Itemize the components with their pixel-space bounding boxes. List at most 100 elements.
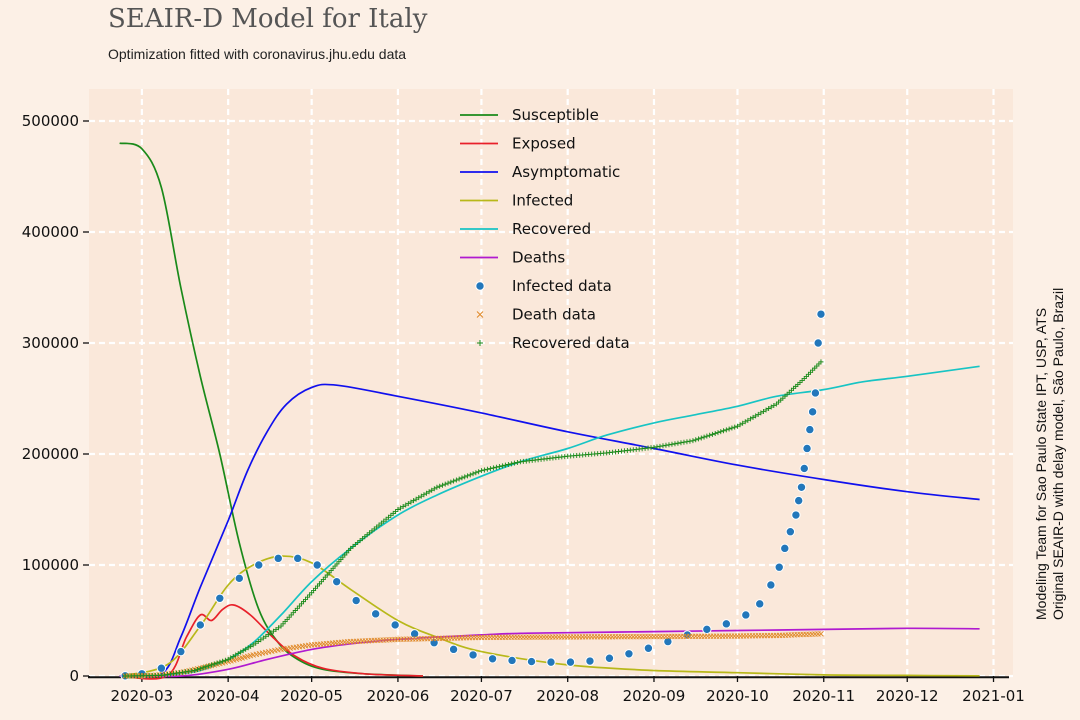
recovered-data-point: [465, 473, 471, 479]
y-tick-label: 100000: [22, 556, 79, 574]
recovered-data-point: [451, 478, 457, 484]
recovered-data-point: [398, 505, 404, 511]
recovered-data-point: [675, 440, 681, 446]
y-tick-label: 200000: [22, 445, 79, 463]
legend-swatch: [475, 281, 485, 291]
infected-data-point: [546, 657, 556, 667]
series-line-infected: [119, 555, 980, 677]
legend-item-infected-data: Infected data: [475, 277, 612, 295]
infected-data-point: [487, 654, 498, 664]
recovered-data-point: [690, 438, 696, 444]
series-deaths: [119, 627, 980, 678]
infected-data-point: [816, 309, 826, 319]
infected-data-point: [766, 580, 776, 590]
recovered-data-point: [416, 495, 422, 501]
series-line-asymptomatic: [119, 383, 980, 679]
x-axis-line: [88, 676, 1009, 679]
series-exposed: [119, 603, 424, 680]
infected-data-point: [370, 609, 381, 619]
series-line-deaths: [119, 627, 980, 678]
recovered-data-point: [442, 481, 448, 487]
recovered-data-point: [715, 430, 721, 436]
infected-data-point: [805, 424, 815, 435]
recovered-data-point: [758, 410, 764, 416]
recovered-data-point: [709, 431, 715, 437]
recovered-data-point: [768, 404, 774, 410]
recovered-data-point: [395, 507, 401, 512]
recovered-data-point: [470, 471, 476, 477]
recovered-data-point: [421, 492, 427, 498]
recovered-data-point: [260, 635, 266, 641]
infected-data-point: [507, 655, 517, 666]
recovered-data-point: [684, 439, 690, 445]
recovered-data-point: [200, 665, 206, 671]
infected-data-point: [195, 620, 206, 630]
legend-item-deaths: Deaths: [460, 249, 565, 267]
legend-item-exposed: Exposed: [460, 135, 576, 153]
recovered-data-point: [418, 493, 424, 499]
infected-data-point: [774, 562, 784, 572]
recovered-data-point: [197, 666, 203, 672]
legend-item-asymptomatic: Asymptomatic: [460, 163, 620, 181]
recovered-data-point: [186, 668, 192, 674]
recovered-data-point: [268, 630, 274, 636]
recovered-data-point: [164, 672, 170, 678]
x-tick-label: 2020-05: [280, 687, 343, 705]
recovered-data-point: [161, 672, 167, 678]
x-tick-label: 2020-04: [197, 687, 260, 705]
recovered-data-point: [704, 433, 710, 439]
recovered-data-point: [750, 414, 756, 420]
infected-data-point: [810, 388, 821, 398]
recovered-data-point: [755, 411, 761, 417]
infected-data-point: [234, 573, 244, 584]
legend-label: Susceptible: [512, 106, 599, 124]
recovered-data-point: [174, 670, 180, 676]
infected-data-point: [254, 560, 264, 570]
recovered-data-point: [434, 484, 440, 490]
infected-data-point: [176, 646, 186, 657]
recovered-data-point: [211, 661, 217, 667]
recovered-data-point: [408, 499, 414, 505]
series-layer: [119, 142, 980, 681]
recovered-data-point: [484, 466, 490, 472]
recovered-data-point: [424, 490, 430, 496]
series-line-exposed: [119, 603, 424, 680]
infected-data-point: [351, 595, 361, 606]
infected-data-point: [624, 649, 634, 659]
x-tick-label: 2020-11: [792, 687, 855, 705]
series-recovered-data: [122, 359, 824, 679]
recovered-data-point: [445, 480, 451, 486]
recovered-data-point: [508, 461, 514, 467]
infected-data-point: [604, 653, 615, 663]
recovered-data-point: [255, 638, 261, 644]
recovered-data-point: [426, 489, 432, 495]
recovered-data-point: [766, 405, 772, 411]
recovered-data-point: [723, 427, 729, 433]
legend: Susceptible Exposed Asymptomatic Infected Re…: [460, 106, 630, 352]
recovered-data-point: [678, 440, 684, 446]
recovered-data-point: [448, 479, 454, 485]
recovered-data-point: [238, 649, 244, 655]
recovered-data-point: [439, 482, 445, 488]
recovered-data-point: [707, 432, 713, 438]
y-tick-label: 400000: [22, 223, 79, 241]
recovered-data-point: [771, 403, 777, 409]
infected-data-point: [390, 620, 400, 630]
recovered-data-point: [740, 420, 746, 426]
recovered-data-point: [233, 652, 239, 658]
recovered-data-point: [403, 502, 409, 508]
recovered-data-point: [672, 441, 678, 447]
recovered-data-point: [225, 656, 231, 662]
recovered-data-point: [456, 476, 462, 482]
recovered-data-point: [487, 466, 493, 472]
recovered-data-point: [208, 662, 214, 668]
recovered-data-point: [248, 643, 254, 649]
recovered-data-point: [167, 671, 173, 677]
recovered-data-point: [230, 653, 236, 659]
legend-label: Recovered data: [512, 334, 630, 352]
infected-data-point: [526, 656, 537, 667]
recovered-data-point: [660, 443, 666, 449]
recovered-data-point: [437, 483, 443, 489]
recovered-data-point: [698, 435, 704, 441]
infected-data-point: [813, 338, 823, 348]
